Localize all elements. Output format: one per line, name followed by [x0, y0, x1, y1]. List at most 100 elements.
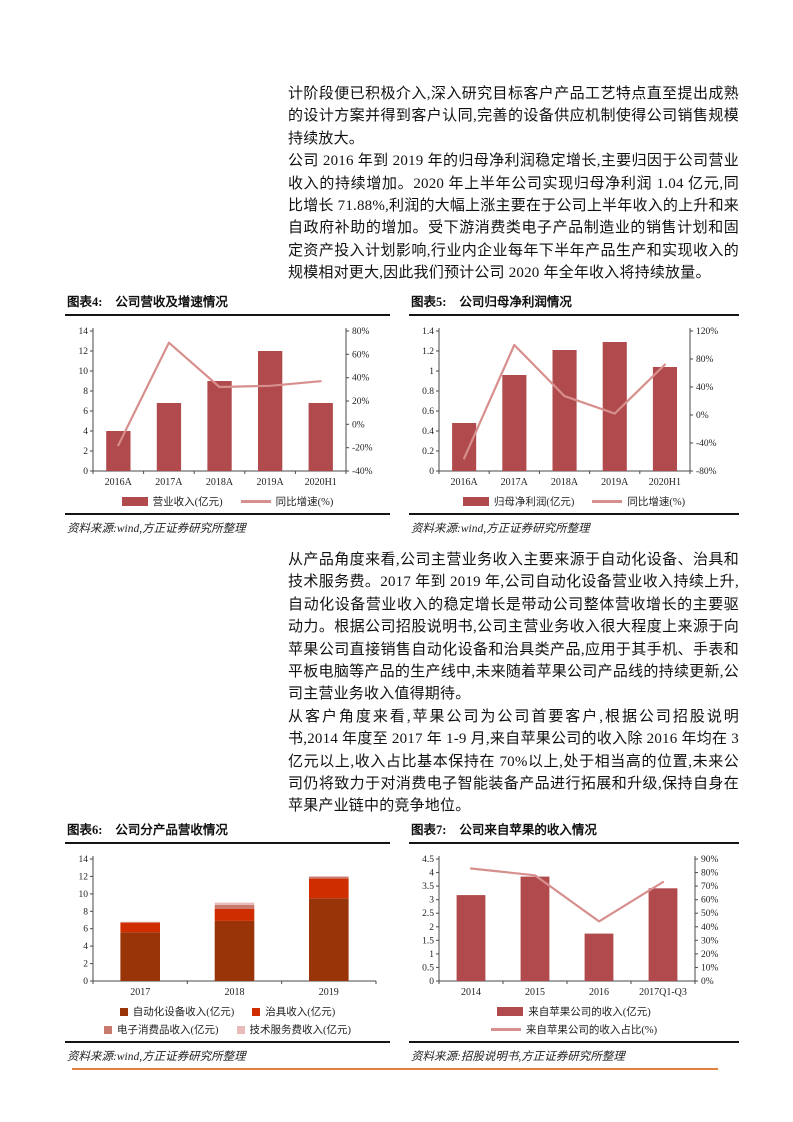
legend-row: 营业收入(亿元) 同比增速(%) — [65, 494, 390, 509]
legend-label: 电子消费品收入(亿元) — [117, 1025, 219, 1036]
figure-6-title: 图表6: 公司分产品营收情况 — [65, 817, 390, 844]
revenue-growth-chart: 0 2 4 6 8 10 12 14 -40% -20% 0% 20% 40% 60% 80% 2016A 20… — [79, 327, 373, 488]
svg-text:0: 0 — [83, 977, 88, 987]
legend-row: 来自苹果公司的收入(亿元) — [409, 1004, 739, 1019]
legend-entry: 归母净利润(亿元) — [462, 494, 574, 509]
figure-6-source: 资料来源:wind,方正证券研究所整理 — [65, 1041, 390, 1064]
legend-swatch — [119, 1007, 128, 1016]
legend-label: 治具收入(亿元) — [265, 1007, 336, 1018]
svg-text:14: 14 — [79, 855, 89, 865]
svg-text:0: 0 — [429, 977, 434, 987]
net-profit-chart: 0 0.2 0.4 0.6 0.8 1 1.2 1.4 -80% -40% 0% 40% 80% 120%… — [422, 327, 718, 488]
page-footer-rule — [72, 1068, 718, 1070]
svg-text:-40%: -40% — [352, 467, 373, 477]
figure-7-legend: 来自苹果公司的收入(亿元) 来自苹果公司的收入占比(%) — [409, 1004, 739, 1037]
legend-swatch — [462, 497, 489, 506]
legend-entry: 治具收入(亿元) — [252, 1004, 335, 1019]
svg-text:120%: 120% — [696, 327, 718, 337]
svg-text:0%: 0% — [352, 420, 365, 430]
legend-label: 来自苹果公司的收入占比(%) — [525, 1025, 658, 1036]
svg-text:2016A: 2016A — [105, 477, 133, 488]
svg-text:2: 2 — [83, 447, 88, 457]
svg-text:20%: 20% — [352, 397, 370, 407]
svg-text:2018A: 2018A — [206, 477, 234, 488]
svg-text:0.6: 0.6 — [422, 407, 434, 417]
svg-text:4: 4 — [429, 869, 434, 879]
svg-text:2017A: 2017A — [501, 477, 529, 488]
svg-text:2015: 2015 — [525, 987, 545, 998]
svg-text:3: 3 — [429, 896, 434, 906]
svg-text:4: 4 — [83, 942, 88, 952]
legend-entry: 同比增速(%) — [592, 494, 685, 509]
svg-text:30%: 30% — [701, 936, 719, 946]
figure-row-1: 图表4: 公司营收及增速情况 0 2 4 6 8 10 12 14 -40% -20% 0% 20% 40… — [65, 289, 739, 535]
svg-text:8: 8 — [83, 387, 88, 397]
svg-text:0.5: 0.5 — [422, 963, 434, 973]
svg-text:80%: 80% — [696, 355, 714, 365]
svg-text:1.4: 1.4 — [422, 327, 434, 337]
svg-text:2019: 2019 — [319, 987, 339, 998]
svg-text:50%: 50% — [701, 909, 719, 919]
svg-text:2: 2 — [429, 923, 434, 933]
svg-text:0: 0 — [83, 467, 88, 477]
svg-text:10%: 10% — [701, 963, 719, 973]
svg-text:60%: 60% — [352, 350, 370, 360]
svg-text:6: 6 — [83, 407, 88, 417]
svg-text:2020H1: 2020H1 — [649, 477, 681, 488]
svg-text:80%: 80% — [352, 327, 370, 337]
figure-4-title: 图表4: 公司营收及增速情况 — [65, 289, 390, 316]
legend-label: 技术服务费收入(亿元) — [249, 1025, 352, 1036]
paragraph-2: 公司 2016 年到 2019 年的归母净利润稳定增长,主要归因于公司营业收入的… — [288, 153, 739, 282]
svg-text:1: 1 — [429, 367, 434, 377]
svg-text:2014: 2014 — [461, 987, 481, 998]
svg-text:6: 6 — [83, 925, 88, 935]
figure-6-legend: 自动化设备收入(亿元) 治具收入(亿元) 电子消费品收入(亿元) 技术服务费收入(亿元… — [65, 1004, 390, 1037]
figure-4-source: 资料来源:wind,方正证券研究所整理 — [65, 513, 390, 536]
paragraph-1: 计阶段便已积极介入,深入研究目标客户产品工艺特点直至提出成熟的设计方案并得到客户… — [288, 86, 739, 147]
figure-7: 图表7: 公司来自苹果的收入情况 0 0.5 1 1.5 2 2.5 3 3.5 4 4.5 0% 10… — [409, 817, 739, 1063]
svg-text:20%: 20% — [701, 950, 719, 960]
legend-swatch — [236, 1025, 245, 1034]
figure-7-source: 资料来源:招股说明书,方正证券研究所整理 — [409, 1041, 739, 1064]
legend-entry: 同比增速(%) — [240, 494, 333, 509]
figure-5-chart-area: 0 0.2 0.4 0.6 0.8 1 1.2 1.4 -80% -40% 0% 40% 80% 120%… — [409, 316, 739, 509]
svg-text:2.5: 2.5 — [422, 909, 434, 919]
svg-text:-80%: -80% — [696, 467, 717, 477]
figure-5-title: 图表5: 公司归母净利润情况 — [409, 289, 739, 316]
figure-6-chart-area: 0 2 4 6 8 10 12 14 2017 2018 2019 自动化设备收入(亿元) 治具收入(… — [65, 844, 390, 1037]
svg-text:1.5: 1.5 — [422, 936, 434, 946]
legend-swatch — [497, 1007, 524, 1016]
svg-text:60%: 60% — [701, 896, 719, 906]
legend-entry: 营业收入(亿元) — [121, 494, 223, 509]
svg-text:12: 12 — [79, 347, 89, 357]
svg-text:70%: 70% — [701, 882, 719, 892]
svg-text:40%: 40% — [701, 923, 719, 933]
text-block-top: 计阶段便已积极介入,深入研究目标客户产品工艺特点直至提出成熟的设计方案并得到客户… — [288, 83, 739, 285]
svg-text:4.5: 4.5 — [422, 855, 434, 865]
paragraph-4: 从客户角度来看,苹果公司为公司首要客户,根据公司招股说明书,2014 年度至 2… — [288, 708, 739, 815]
svg-text:0%: 0% — [696, 411, 709, 421]
figure-5-label: 图表5: — [411, 295, 447, 309]
svg-text:12: 12 — [79, 872, 89, 882]
svg-text:2019A: 2019A — [256, 477, 284, 488]
text-block-middle: 从产品角度来看,公司主营业务收入主要来源于自动化设备、治具和技术服务费。2017… — [288, 549, 739, 818]
svg-text:0.8: 0.8 — [422, 387, 434, 397]
svg-text:2018: 2018 — [225, 987, 245, 998]
figure-7-title-text: 公司来自苹果的收入情况 — [459, 823, 597, 837]
figure-6-label: 图表6: — [67, 823, 103, 837]
legend-row: 归母净利润(亿元) 同比增速(%) — [409, 494, 739, 509]
figure-5: 图表5: 公司归母净利润情况 0 0.2 0.4 0.6 0.8 1 1.2 1.4 -80% -4… — [409, 289, 739, 535]
legend-entry: 自动化设备收入(亿元) — [119, 1004, 235, 1019]
figure-7-title: 图表7: 公司来自苹果的收入情况 — [409, 817, 739, 844]
svg-text:80%: 80% — [701, 869, 719, 879]
legend-swatch — [104, 1025, 112, 1034]
svg-text:0: 0 — [429, 467, 434, 477]
legend-swatch — [252, 1007, 261, 1016]
legend-swatch — [592, 500, 623, 503]
legend-label: 营业收入(亿元) — [152, 497, 223, 508]
legend-label: 自动化设备收入(亿元) — [132, 1007, 235, 1018]
legend-row: 来自苹果公司的收入占比(%) — [409, 1022, 739, 1037]
svg-text:2017Q1-Q3: 2017Q1-Q3 — [639, 987, 687, 998]
figure-6: 图表6: 公司分产品营收情况 0 2 4 6 8 10 12 14 2017 2018 2019 自动… — [65, 817, 390, 1063]
svg-text:2: 2 — [83, 960, 88, 970]
